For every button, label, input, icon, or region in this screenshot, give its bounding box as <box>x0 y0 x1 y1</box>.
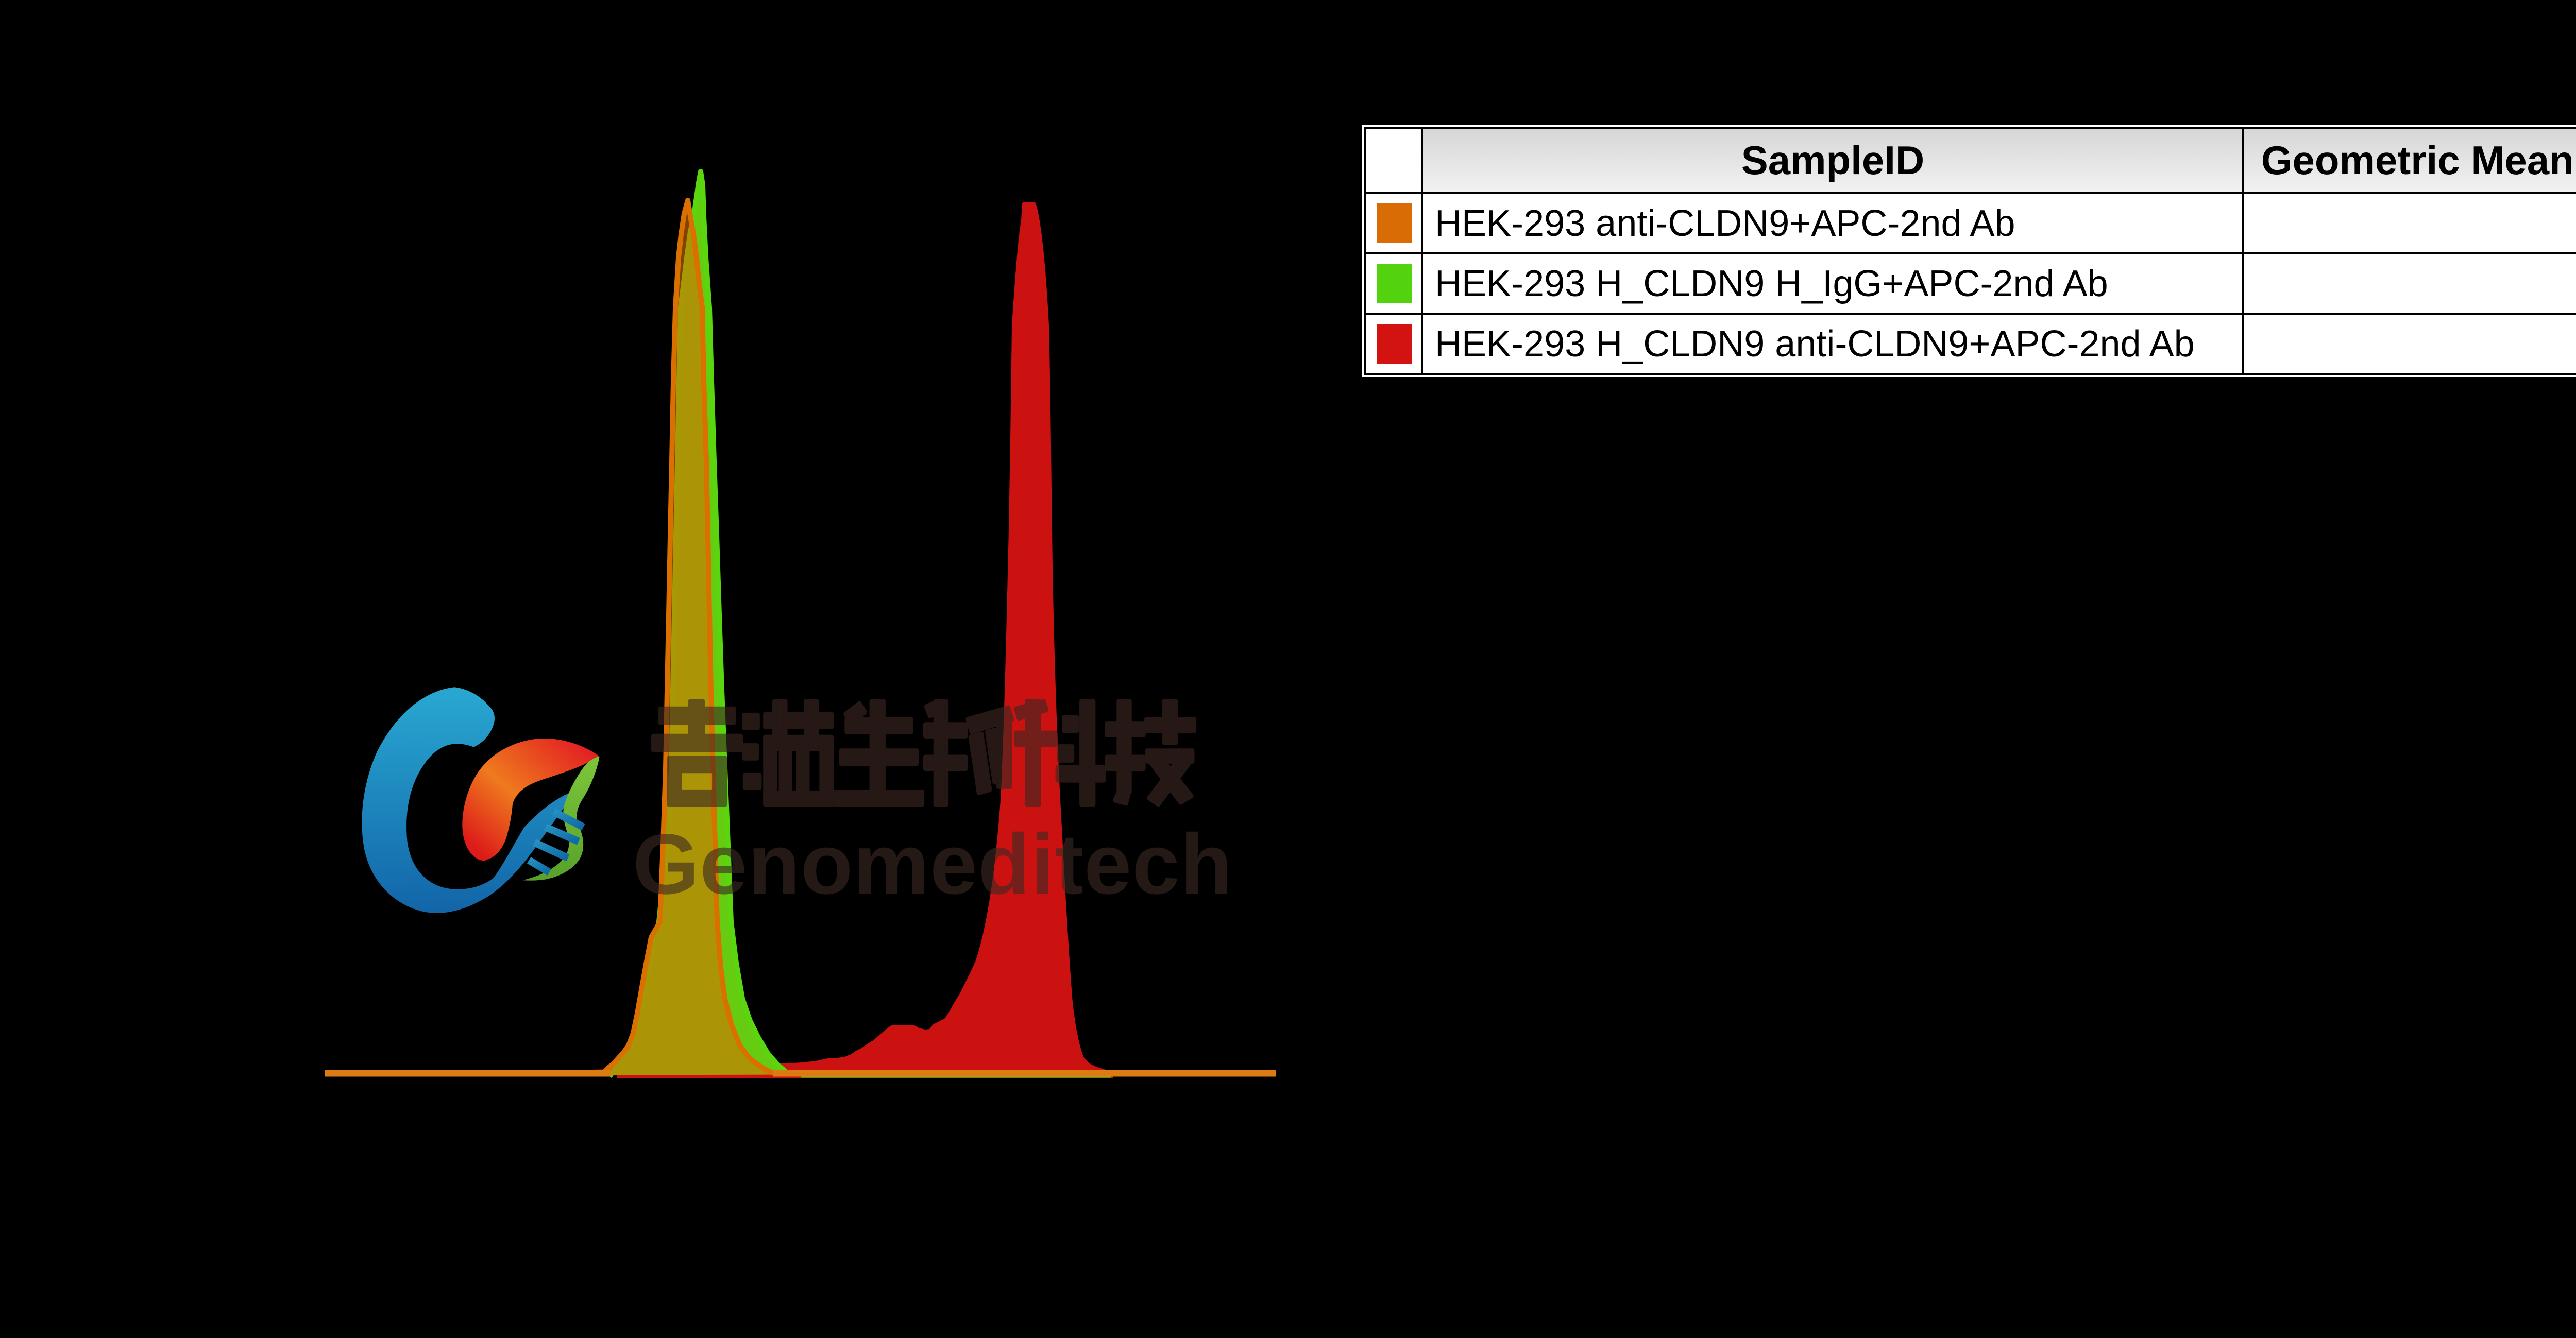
svg-text:Genomeditech: Genomeditech <box>633 817 1233 912</box>
